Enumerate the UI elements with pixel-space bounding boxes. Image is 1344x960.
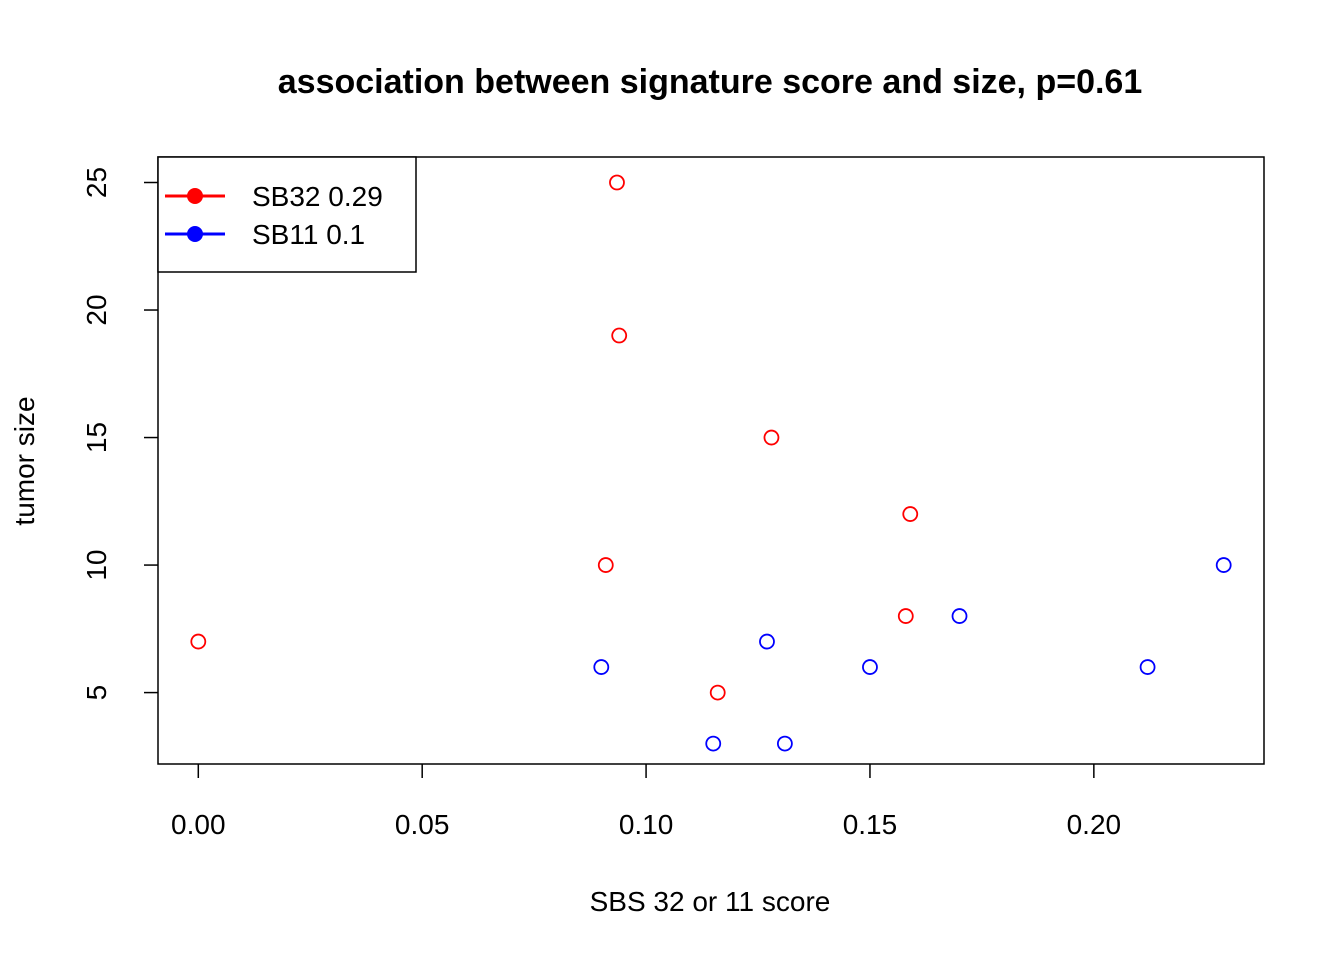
y-tick-label: 10	[81, 549, 112, 580]
data-point	[951, 608, 968, 624]
legend-label: SB11 0.1	[252, 219, 365, 250]
data-point	[611, 327, 628, 344]
x-tick-label: 0.15	[843, 809, 898, 840]
data-point	[705, 735, 722, 752]
x-tick-label: 0.10	[619, 809, 674, 840]
y-axis-label: tumor size	[9, 396, 40, 525]
data-point	[597, 557, 614, 573]
x-tick-label: 0.00	[171, 809, 226, 840]
y-tick-label: 25	[81, 167, 112, 198]
x-tick-label: 0.20	[1067, 809, 1122, 840]
legend: SB32 0.29 SB11 0.1	[157, 156, 417, 273]
y-tick-label: 20	[81, 294, 112, 325]
data-point	[902, 506, 919, 522]
chart-title: association between signature score and …	[278, 63, 1143, 101]
data-points	[190, 174, 1232, 752]
y-tick-label: 15	[81, 422, 112, 453]
data-point	[1215, 557, 1232, 573]
y-tick-label: 5	[81, 685, 112, 701]
data-point	[897, 608, 914, 624]
data-point	[776, 735, 793, 752]
legend-marker	[187, 188, 203, 204]
x-tick-label: 0.05	[395, 809, 450, 840]
data-point	[862, 659, 878, 675]
data-point	[593, 659, 610, 675]
y-axis: 5 10 15 20 25	[81, 167, 158, 700]
plot-frame	[157, 156, 1265, 765]
legend-box	[157, 156, 417, 273]
legend-label: SB32 0.29	[252, 181, 383, 212]
data-point	[709, 684, 726, 701]
data-point	[190, 633, 207, 650]
data-point	[609, 174, 625, 191]
x-axis: 0.00 0.05 0.10 0.15 0.20	[171, 764, 1121, 840]
data-point	[759, 633, 775, 650]
data-point	[1139, 659, 1156, 675]
legend-marker	[187, 226, 203, 242]
x-axis-label: SBS 32 or 11 score	[590, 886, 831, 917]
data-point	[763, 429, 780, 446]
